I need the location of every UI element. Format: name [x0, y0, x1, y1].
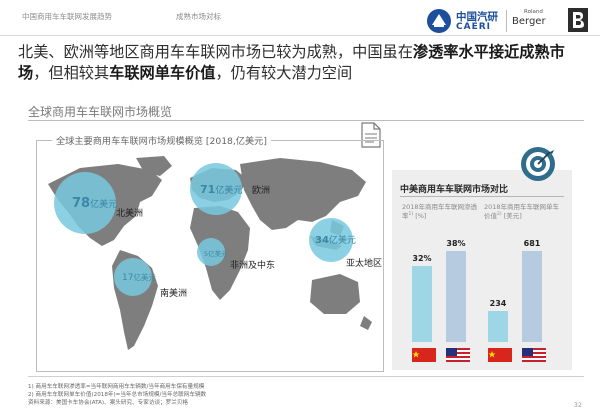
bar-label-unit-value-china: 234: [489, 299, 507, 308]
region-asia-pacific: 亚太地区: [346, 259, 383, 269]
bar-unit-value-china: [488, 311, 508, 342]
value-europe: 71亿美元: [200, 183, 243, 196]
usa-flag-icon: [446, 348, 470, 362]
bar-label-unit-value-usa: 681: [523, 239, 541, 248]
page-number: 32: [573, 401, 582, 409]
value-south-america: 17亿美元: [122, 273, 156, 283]
footnote-1: 1) 商用车车联网渗透率=当年联网商用车车辆数/当年商用车保有量规模: [28, 384, 205, 390]
bubble-south-america: [114, 258, 152, 296]
region-europe: 欧洲: [252, 186, 271, 196]
bar-penetration-usa: [446, 251, 466, 342]
comparison-title-rule: [400, 196, 564, 197]
caeri-cn-text: 中国汽研: [456, 11, 498, 23]
bar-label-penetration-china: 32%: [412, 254, 432, 263]
document-icon: [360, 122, 382, 148]
comparison-title: 中美商用车车联网市场对比: [400, 185, 509, 195]
comparison-bars: 32% 38% 234 681: [392, 230, 572, 342]
value-north-america: 78亿美元: [72, 196, 118, 211]
section-label: 成熟市场对标: [176, 12, 221, 21]
headline: 北美、欧洲等地区商用车车联网市场已较为成熟，中国虽在渗透率水平接近成熟市场，但相…: [18, 43, 565, 82]
footnote-rule: [28, 376, 584, 377]
bubble-asia-pacific: [309, 218, 353, 262]
footnote-2: 2) 商用车车联网单车价值(2018年)=当年总市场规模/当年总联网车辆数: [28, 392, 207, 398]
bar-unit-value-usa: [522, 251, 542, 342]
value-africa-middle-east: 5亿美元: [204, 250, 228, 258]
map-title: 全球主要商用车车联网市场规模概览 [2018,亿美元]: [52, 133, 271, 147]
bar-label-penetration-usa: 38%: [446, 239, 466, 248]
section-underline: [28, 120, 584, 121]
rb-small-text: Roland: [524, 9, 543, 15]
region-north-america: 北美洲: [116, 209, 144, 219]
header-divider: [0, 35, 600, 36]
penetration-label: 2018年商用车车联网渗透率1) [%]: [402, 203, 478, 221]
rb-big-text: Berger: [512, 16, 546, 27]
region-south-america: 南美洲: [160, 289, 188, 299]
unit-value-label: 2018年商用车车联网单车价值2) [美元]: [484, 203, 560, 221]
source-note: 资料来源：美国卡车协会(ATA)、案头研究、专家访谈；罗兰贝格: [28, 400, 189, 406]
rb-logo-icon: [568, 8, 588, 32]
value-asia-pacific: 34亿美元: [315, 235, 356, 246]
caeri-en-text: CAERI: [456, 22, 491, 32]
china-flag-icon-2: [488, 348, 512, 362]
target-icon: [520, 146, 556, 182]
china-flag-icon: [412, 348, 436, 362]
caeri-logo-icon: [426, 8, 452, 34]
usa-flag-icon-2: [522, 348, 546, 362]
bubble-africa-middle-east: [197, 238, 225, 266]
section-title: 全球商用车车联网市场概览: [28, 105, 173, 119]
logo-divider: [506, 10, 507, 32]
bubble-north-america: [54, 172, 116, 234]
breadcrumb: 中国商用车车联网发展趋势: [22, 12, 112, 21]
bar-penetration-china: [412, 266, 432, 342]
region-africa-middle-east: 非洲及中东: [230, 261, 276, 271]
bubble-europe: [190, 163, 242, 215]
